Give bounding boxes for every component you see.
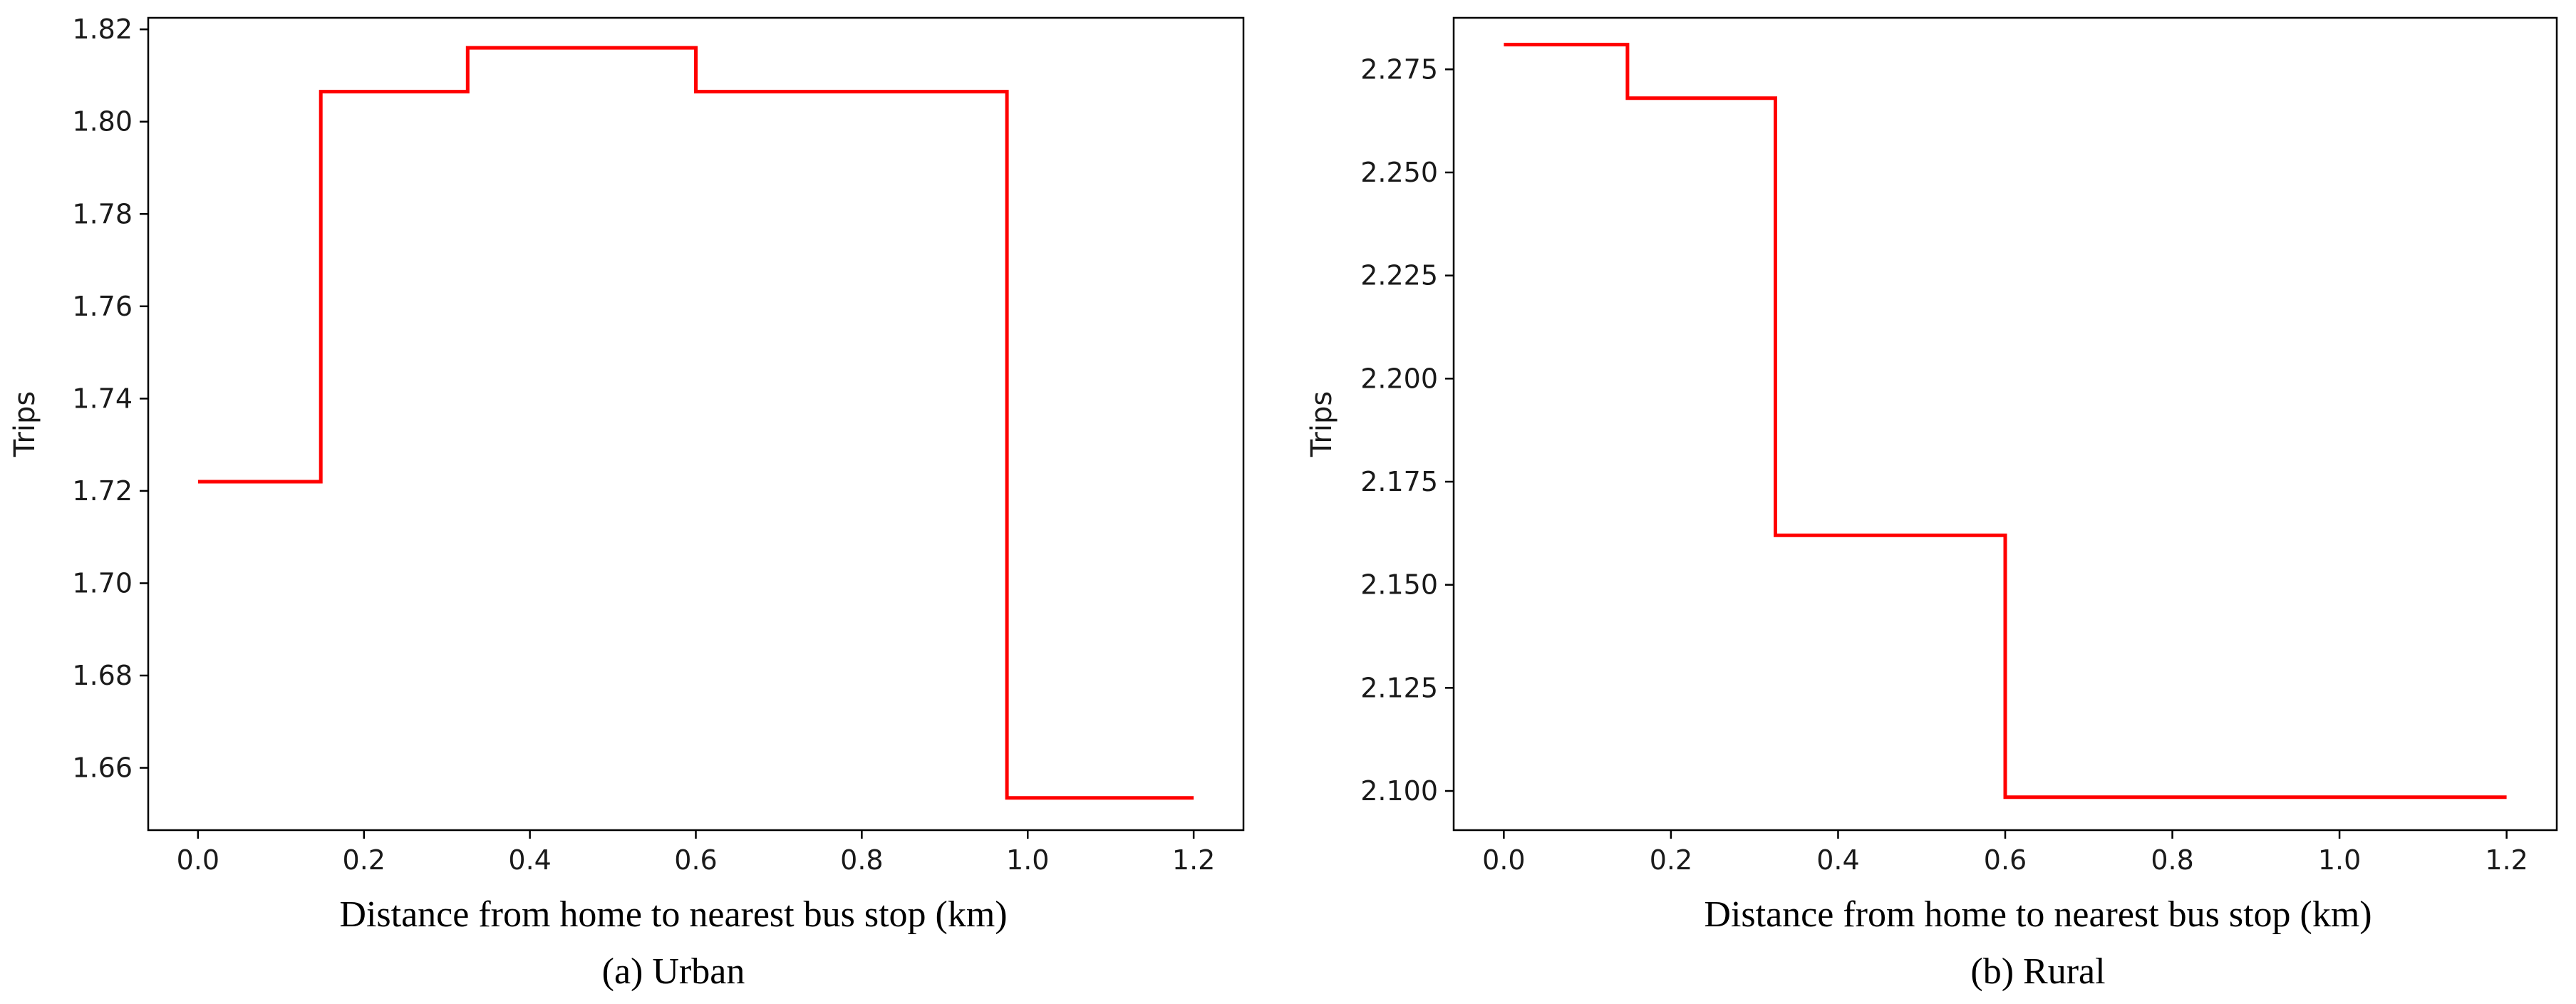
x-axis-label: Distance from home to nearest bus stop (… <box>339 894 1007 935</box>
y-tick-label: 2.275 <box>1360 53 1438 85</box>
x-tick-label: 1.0 <box>2318 844 2361 876</box>
x-tick-label: 0.4 <box>508 844 551 876</box>
panel-caption: (a) Urban <box>602 951 745 992</box>
x-tick-label: 0.0 <box>1482 844 1525 876</box>
y-tick-label: 2.250 <box>1360 157 1438 188</box>
y-tick-label: 1.70 <box>72 567 133 599</box>
x-tick-label: 0.2 <box>1650 844 1692 876</box>
plot-frame <box>147 16 1245 832</box>
x-tick-label: 0.6 <box>1984 844 2027 876</box>
y-tick-label: 1.82 <box>72 14 133 45</box>
y-tick-label: 1.68 <box>72 660 133 691</box>
y-tick-label: 2.125 <box>1360 672 1438 703</box>
x-tick-label: 1.2 <box>1172 844 1215 876</box>
y-axis-label: Trips <box>9 391 41 457</box>
series-line-1 <box>1504 43 2507 799</box>
x-tick-label: 0.0 <box>177 844 219 876</box>
y-tick-label: 2.150 <box>1360 569 1438 601</box>
panel-caption: (b) Rural <box>1970 951 2105 992</box>
y-tick-label: 1.76 <box>72 291 133 322</box>
chart-panel-1: 0.0 0.2 0.4 0.6 0.8 1.0 1.2 1.66 1.68 1.70 1.72 1.7… <box>9 14 1245 992</box>
y-tick-label: 2.200 <box>1360 363 1438 394</box>
y-tick-label: 1.72 <box>72 475 133 507</box>
x-axis-label: Distance from home to nearest bus stop (… <box>1704 894 2371 935</box>
y-axis-label: Trips <box>1305 391 1338 457</box>
x-tick-label: 1.0 <box>1006 844 1049 876</box>
y-tick-label: 2.175 <box>1360 466 1438 497</box>
x-tick-label: 0.8 <box>840 844 883 876</box>
chart-panel-2: 0.0 0.2 0.4 0.6 0.8 1.0 1.2 2.100 2.125 2.150 2.17… <box>1305 16 2558 992</box>
y-tick-label: 1.74 <box>72 383 133 414</box>
x-tick-label: 0.4 <box>1816 844 1859 876</box>
x-tick-label: 1.2 <box>2485 844 2528 876</box>
y-tick-label: 2.100 <box>1360 775 1438 807</box>
y-tick-label: 2.225 <box>1360 260 1438 291</box>
y-tick-label: 1.78 <box>72 198 133 229</box>
y-tick-label: 1.66 <box>72 752 133 784</box>
series-line-1 <box>197 46 1194 800</box>
x-tick-label: 0.6 <box>674 844 717 876</box>
x-tick-label: 0.2 <box>343 844 386 876</box>
y-tick-label: 1.80 <box>72 106 133 138</box>
x-tick-label: 0.8 <box>2151 844 2193 876</box>
